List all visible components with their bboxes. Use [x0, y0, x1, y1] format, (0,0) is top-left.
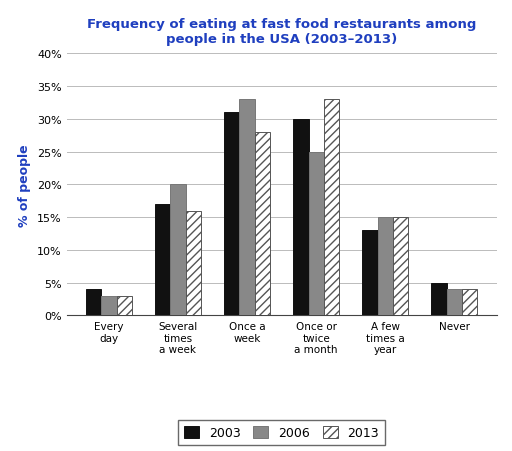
Legend: 2003, 2006, 2013: 2003, 2006, 2013	[178, 420, 386, 446]
Title: Frequency of eating at fast food restaurants among
people in the USA (2003–2013): Frequency of eating at fast food restaur…	[87, 18, 476, 46]
Bar	[155, 205, 170, 316]
Bar	[117, 296, 132, 316]
Bar	[101, 296, 117, 316]
Bar	[224, 113, 240, 316]
Bar	[393, 217, 408, 316]
Bar	[170, 185, 185, 316]
Y-axis label: % of people: % of people	[18, 144, 31, 226]
Bar	[378, 217, 393, 316]
Bar	[86, 290, 101, 316]
Bar	[240, 100, 254, 316]
Bar	[254, 133, 270, 316]
Bar	[324, 100, 339, 316]
Bar	[446, 290, 462, 316]
Bar	[185, 211, 201, 316]
Bar	[293, 120, 309, 316]
Bar	[462, 290, 477, 316]
Bar	[362, 231, 378, 316]
Bar	[432, 283, 446, 316]
Bar	[309, 152, 324, 316]
